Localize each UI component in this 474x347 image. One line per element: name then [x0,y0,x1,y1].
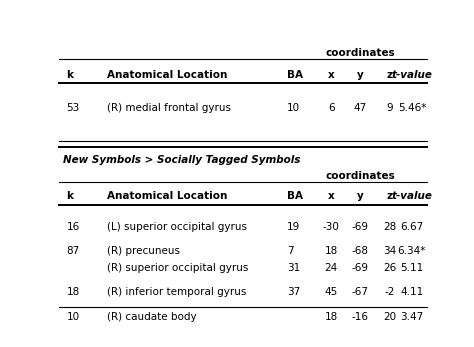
Text: -2: -2 [385,287,395,297]
Text: 16: 16 [66,222,80,232]
Text: -30: -30 [323,222,339,232]
Text: coordinates: coordinates [326,171,395,181]
Text: 5.11: 5.11 [400,263,424,273]
Text: -69: -69 [352,263,369,273]
Text: t-value: t-value [392,70,432,80]
Text: coordinates: coordinates [326,48,395,58]
Text: 87: 87 [66,246,80,256]
Text: New Symbols > Socially Tagged Symbols: New Symbols > Socially Tagged Symbols [63,155,301,165]
Text: 37: 37 [287,287,300,297]
Text: -16: -16 [352,312,369,322]
Text: (R) superior occipital gyrus: (R) superior occipital gyrus [107,263,248,273]
Text: Anatomical Location: Anatomical Location [107,70,228,80]
Text: 7: 7 [287,246,293,256]
Text: 24: 24 [325,263,337,273]
Text: y: y [357,191,364,201]
Text: -67: -67 [352,287,369,297]
Text: 5.46*: 5.46* [398,103,426,113]
Text: -69: -69 [352,222,369,232]
Text: 31: 31 [287,263,300,273]
Text: BA: BA [287,191,303,201]
Text: (L) superior occipital gyrus: (L) superior occipital gyrus [107,222,247,232]
Text: 10: 10 [66,312,80,322]
Text: 4.11: 4.11 [400,287,424,297]
Text: 18: 18 [325,312,337,322]
Text: 6: 6 [328,103,334,113]
Text: 26: 26 [383,263,396,273]
Text: 18: 18 [325,246,337,256]
Text: 53: 53 [66,103,80,113]
Text: 28: 28 [383,222,396,232]
Text: 10: 10 [287,103,300,113]
Text: t-value: t-value [392,191,432,201]
Text: x: x [328,191,335,201]
Text: z: z [387,191,393,201]
Text: (R) caudate body: (R) caudate body [107,312,197,322]
Text: y: y [357,70,364,80]
Text: 19: 19 [287,222,300,232]
Text: 47: 47 [354,103,367,113]
Text: k: k [66,70,73,80]
Text: 6.34*: 6.34* [398,246,426,256]
Text: 3.47: 3.47 [400,312,424,322]
Text: 20: 20 [383,312,396,322]
Text: 45: 45 [325,287,337,297]
Text: x: x [328,70,335,80]
Text: 18: 18 [66,287,80,297]
Text: z: z [387,70,393,80]
Text: 6.67: 6.67 [400,222,424,232]
Text: 9: 9 [387,103,393,113]
Text: BA: BA [287,70,303,80]
Text: k: k [66,191,73,201]
Text: Anatomical Location: Anatomical Location [107,191,228,201]
Text: (R) medial frontal gyrus: (R) medial frontal gyrus [107,103,231,113]
Text: (R) inferior temporal gyrus: (R) inferior temporal gyrus [107,287,246,297]
Text: -68: -68 [352,246,369,256]
Text: (R) precuneus: (R) precuneus [107,246,180,256]
Text: 34: 34 [383,246,396,256]
